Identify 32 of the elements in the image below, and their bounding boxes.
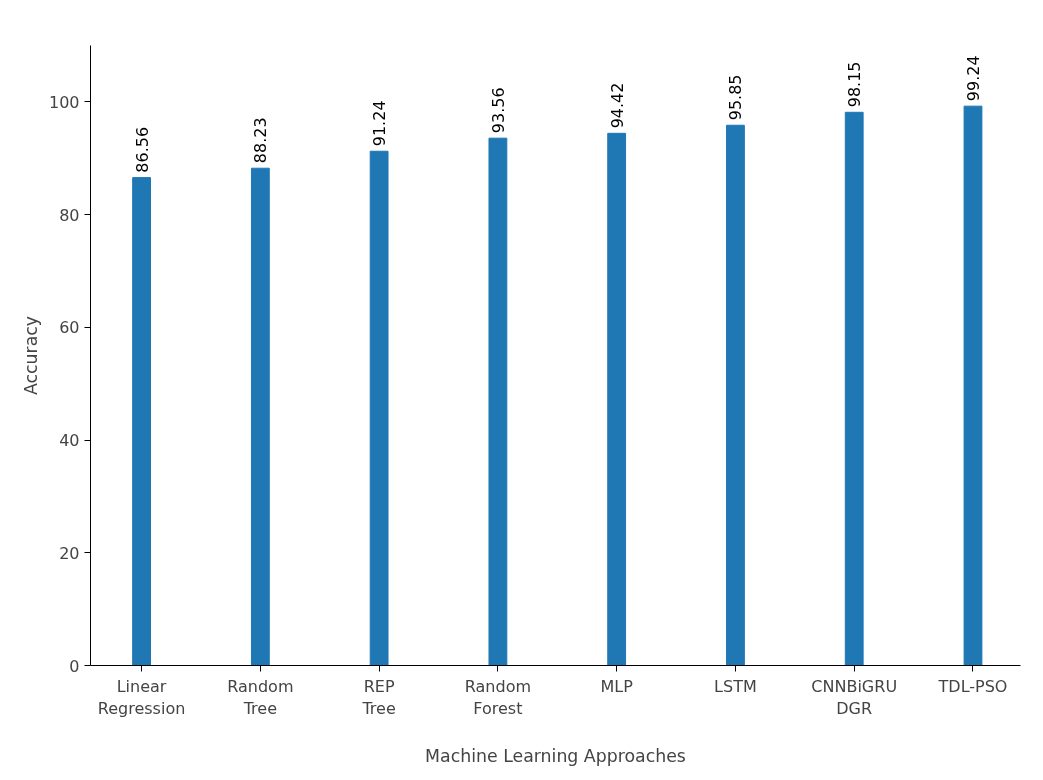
x-tick-label: Random Forest xyxy=(464,676,532,719)
bar xyxy=(250,167,270,666)
data-label: 99.24 xyxy=(963,55,983,102)
bar xyxy=(132,177,151,666)
data-label: 93.56 xyxy=(488,87,508,134)
data-label: 91.24 xyxy=(370,100,390,147)
x-tick-label: REP Tree xyxy=(361,676,396,719)
data-label: 86.56 xyxy=(132,126,152,173)
data-label: 98.15 xyxy=(845,61,865,108)
x-tick-label: MLP xyxy=(600,676,634,696)
bar xyxy=(369,150,389,666)
y-tick-label: 0 xyxy=(69,656,80,676)
bar xyxy=(963,105,983,666)
data-label: 95.85 xyxy=(726,74,746,121)
y-tick-label: 80 xyxy=(59,205,80,225)
bar xyxy=(607,132,627,666)
y-tick-label: 40 xyxy=(59,431,80,451)
y-tick-label: 20 xyxy=(59,543,80,563)
y-axis-title: Accuracy xyxy=(20,315,41,396)
x-tick-label: Random Tree xyxy=(227,676,294,719)
x-tick-label: LSTM xyxy=(714,676,757,696)
x-axis-title: Machine Learning Approaches xyxy=(425,746,686,767)
x-tick-label: Linear Regression xyxy=(97,676,186,719)
bar xyxy=(726,124,745,666)
data-label: 88.23 xyxy=(251,117,271,164)
x-tick-label: CNNBiGRU DGR xyxy=(811,676,898,719)
y-tick-label: 60 xyxy=(59,318,80,338)
bar xyxy=(488,137,508,666)
x-tick-label: TDL-PSO xyxy=(937,676,1008,696)
data-label: 94.42 xyxy=(607,82,627,129)
bar xyxy=(844,111,864,666)
y-tick-label: 100 xyxy=(48,92,80,112)
